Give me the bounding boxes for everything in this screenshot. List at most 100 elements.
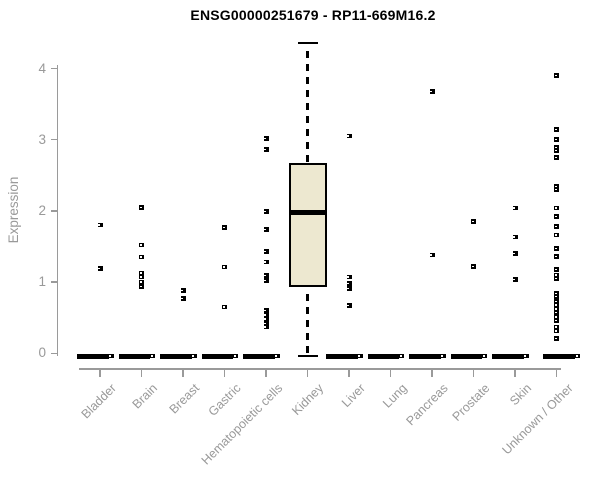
data-point[interactable] xyxy=(554,302,560,308)
data-point[interactable] xyxy=(263,136,269,141)
data-point[interactable] xyxy=(554,232,560,238)
zero-expression-bar xyxy=(201,353,234,359)
data-point[interactable] xyxy=(440,353,446,359)
data-point[interactable] xyxy=(554,155,560,160)
data-point[interactable] xyxy=(150,353,156,359)
data-point[interactable] xyxy=(97,266,103,271)
y-axis-tick xyxy=(51,281,58,283)
data-point[interactable] xyxy=(575,353,581,359)
data-point[interactable] xyxy=(554,73,560,78)
data-point[interactable] xyxy=(554,145,560,150)
x-axis-tick xyxy=(140,369,143,377)
data-point[interactable] xyxy=(263,278,269,283)
y-axis-tick xyxy=(51,67,58,70)
data-point[interactable] xyxy=(263,324,269,330)
data-point[interactable] xyxy=(139,279,145,285)
data-point[interactable] xyxy=(180,296,186,301)
data-point[interactable] xyxy=(554,187,560,192)
data-point[interactable] xyxy=(139,205,145,210)
data-point[interactable] xyxy=(554,272,560,278)
data-point[interactable] xyxy=(263,227,269,232)
data-point[interactable] xyxy=(554,318,560,323)
data-point[interactable] xyxy=(554,127,560,132)
data-point[interactable] xyxy=(554,291,560,296)
x-axis-tick xyxy=(514,369,516,377)
zero-expression-bar xyxy=(118,353,151,359)
data-point[interactable] xyxy=(471,264,477,269)
data-point[interactable] xyxy=(512,277,518,282)
data-point[interactable] xyxy=(554,254,560,259)
data-point[interactable] xyxy=(346,286,352,291)
data-point[interactable] xyxy=(554,306,560,312)
x-tick-label: Gastric xyxy=(205,381,244,419)
data-point[interactable] xyxy=(482,353,488,359)
x-axis-tick xyxy=(99,369,101,377)
data-point[interactable] xyxy=(139,274,145,280)
data-point[interactable] xyxy=(554,276,560,281)
data-point[interactable] xyxy=(139,284,145,289)
data-point[interactable] xyxy=(554,310,560,315)
data-point[interactable] xyxy=(222,304,228,310)
data-point[interactable] xyxy=(554,294,560,299)
data-point[interactable] xyxy=(191,353,197,359)
data-point[interactable] xyxy=(139,270,145,276)
data-point[interactable] xyxy=(139,242,145,248)
x-tick-label: Breast xyxy=(166,381,202,417)
data-point[interactable] xyxy=(180,288,186,293)
x-axis-tick xyxy=(389,369,392,377)
data-point[interactable] xyxy=(554,205,560,211)
data-point[interactable] xyxy=(346,133,352,139)
zero-expression-bar xyxy=(326,353,358,359)
data-point[interactable] xyxy=(263,249,269,254)
data-point[interactable] xyxy=(429,252,435,258)
data-point[interactable] xyxy=(139,254,145,260)
data-point[interactable] xyxy=(554,314,560,320)
x-axis-tick xyxy=(555,369,558,377)
data-point[interactable] xyxy=(263,273,269,278)
data-point[interactable] xyxy=(554,324,560,330)
zero-expression-bar xyxy=(450,353,483,359)
x-axis-tick xyxy=(182,369,184,377)
data-point[interactable] xyxy=(554,336,560,341)
data-point[interactable] xyxy=(512,251,518,256)
data-point[interactable] xyxy=(471,219,477,224)
data-point[interactable] xyxy=(222,264,228,270)
data-point[interactable] xyxy=(263,259,269,265)
data-point[interactable] xyxy=(263,147,269,152)
data-point[interactable] xyxy=(554,137,560,142)
data-point[interactable] xyxy=(399,353,405,359)
data-point[interactable] xyxy=(512,234,518,240)
data-point[interactable] xyxy=(554,267,560,272)
data-point[interactable] xyxy=(554,148,560,153)
data-point[interactable] xyxy=(97,222,103,228)
data-point[interactable] xyxy=(263,316,269,322)
data-point[interactable] xyxy=(263,312,269,318)
box-iqr[interactable] xyxy=(288,163,327,288)
lower-whisker xyxy=(306,288,309,356)
data-point[interactable] xyxy=(108,353,114,359)
data-point[interactable] xyxy=(554,224,560,229)
data-point[interactable] xyxy=(554,328,560,334)
y-tick-label: 1 xyxy=(38,274,46,290)
data-point[interactable] xyxy=(274,353,280,359)
data-point[interactable] xyxy=(222,225,228,230)
data-point[interactable] xyxy=(346,281,352,286)
data-point[interactable] xyxy=(263,209,269,214)
data-point[interactable] xyxy=(429,89,435,94)
chart-title: ENSG00000251679 - RP11-669M16.2 xyxy=(190,7,436,23)
data-point[interactable] xyxy=(554,246,560,251)
data-point[interactable] xyxy=(554,299,560,304)
data-point[interactable] xyxy=(263,321,269,326)
zero-expression-bar xyxy=(77,353,109,359)
data-point[interactable] xyxy=(233,353,239,359)
data-point[interactable] xyxy=(512,205,518,211)
data-point[interactable] xyxy=(357,353,363,359)
data-point[interactable] xyxy=(346,274,352,280)
data-point[interactable] xyxy=(554,184,560,189)
data-point[interactable] xyxy=(263,308,269,313)
data-point[interactable] xyxy=(554,214,560,219)
data-point[interactable] xyxy=(523,353,529,359)
x-tick-label: Unknown / Other xyxy=(499,381,576,458)
data-point[interactable] xyxy=(346,303,352,308)
